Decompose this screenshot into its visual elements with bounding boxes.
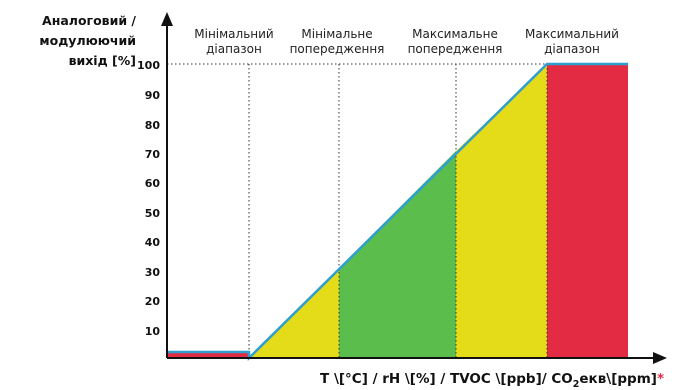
x-axis-label: T \[°C] / rH \[%] / TVOC \[ppb]/ CO2екв\… [320,371,664,390]
x-axis-label-main: T \[°C] / rH \[%] / TVOC \[ppb]/ CO [320,371,573,387]
y-tick-20: 20 [145,295,161,308]
zone-label-max-range-line-2: діапазон [544,42,600,56]
y-tick-90: 90 [145,89,161,102]
y-tick-40: 40 [145,236,161,249]
y-tick-100: 100 [137,59,160,72]
zone-label-min-warning-line-2: попередження [290,42,385,56]
x-axis-label-tail: екв\[ppm] [579,371,657,387]
min-range-red-bar [167,352,248,358]
zone-label-max-range-line-1: Максимальний [525,27,619,41]
zone-label-max-warning-line-1: Максимальне [412,27,498,41]
zone-label-max-warning-line-2: попередження [408,42,503,56]
zone-green [339,151,456,358]
y-tick-80: 80 [145,119,161,132]
y-axis-arrow [161,12,173,26]
y-axis-label-line-3: вихід [%] [69,53,136,68]
max-range-red-block [547,64,628,358]
zone-label-min-range-line-2: діапазон [206,42,262,56]
zone-yellow-high [456,64,547,358]
y-tick-70: 70 [145,148,161,161]
y-tick-10: 10 [145,325,161,338]
zone-label-min-warning-line-1: Мінімальне [301,27,372,41]
x-axis-label-asterisk: * [657,371,664,387]
x-axis-arrow [653,352,667,364]
y-tick-60: 60 [145,177,161,190]
y-axis-label-line-2: модулюючий [39,33,136,48]
zone-label-min-range-line-1: Мінімальний [194,27,273,41]
x-axis-label-subscript: 2 [573,379,580,390]
y-tick-50: 50 [145,207,161,220]
y-tick-30: 30 [145,266,161,279]
y-axis-label-line-1: Аналоговий / [42,13,136,28]
